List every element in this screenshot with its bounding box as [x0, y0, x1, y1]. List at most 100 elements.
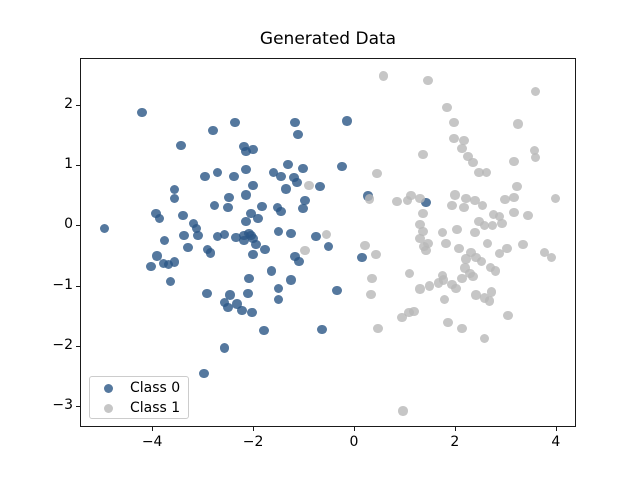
- scatter-point-class1: [438, 227, 448, 238]
- scatter-point-class1: [434, 278, 444, 288]
- scatter-point-class1: [512, 181, 522, 192]
- scatter-point-class0: [298, 203, 308, 214]
- scatter-point-class1: [547, 252, 557, 262]
- scatter-point-class1: [366, 289, 376, 300]
- scatter-point-class0: [274, 294, 284, 305]
- scatter-point-class1: [529, 145, 540, 156]
- scatter-point-class1: [398, 406, 408, 416]
- x-axis-tick: [353, 427, 355, 431]
- scatter-point-class1: [402, 195, 413, 205]
- scatter-point-class0: [300, 195, 310, 205]
- scatter-point-class0: [290, 118, 300, 128]
- scatter-point-class1: [457, 323, 467, 333]
- scatter-point-class1: [418, 149, 428, 160]
- scatter-point-class0: [246, 230, 256, 241]
- scatter-point-class1: [497, 218, 507, 229]
- y-axis-tick-label: −1: [52, 276, 73, 293]
- scatter-point-class0: [183, 243, 193, 253]
- scatter-point-class1: [418, 226, 428, 237]
- scatter-point-class0: [146, 261, 156, 272]
- y-axis-tick: [76, 285, 80, 287]
- scatter-point-class1: [418, 208, 428, 219]
- scatter-point-class1: [360, 240, 370, 250]
- scatter-point-class0: [154, 213, 164, 223]
- scatter-point-class0: [193, 230, 203, 241]
- scatter-point-class1: [449, 118, 459, 128]
- scatter-point-class1: [439, 275, 449, 285]
- scatter-point-class0: [315, 181, 325, 192]
- y-axis-tick-label: 2: [64, 96, 73, 113]
- scatter-point-class1: [503, 310, 513, 321]
- scatter-point-class1: [404, 268, 415, 279]
- scatter-point-class0: [253, 213, 263, 223]
- scatter-point-class0: [247, 307, 257, 318]
- scatter-point-class0: [200, 172, 210, 182]
- scatter-point-class1: [518, 240, 528, 250]
- y-axis-tick: [76, 105, 80, 107]
- scatter-point-class0: [219, 343, 229, 353]
- scatter-point-class0: [205, 248, 216, 258]
- scatter-point-class1: [443, 317, 453, 327]
- scatter-point-class1: [367, 273, 377, 284]
- scatter-point-class1: [423, 238, 433, 249]
- plot-area: −4 −2 0 2 4 −3 −2 −1 0 1 2 Class 0 Class 1: [52, 58, 576, 450]
- scatter-point-class1: [530, 86, 541, 97]
- scatter-point-class0: [283, 160, 293, 170]
- scatter-point-class1: [551, 193, 561, 204]
- scatter-point-class1: [424, 281, 435, 291]
- scatter-point-class1: [449, 133, 459, 144]
- scatter-point-class0: [179, 230, 189, 241]
- scatter-point-class1: [463, 151, 473, 162]
- scatter-point-class1: [447, 200, 457, 211]
- x-axis-tick: [253, 427, 255, 431]
- scatter-point-class1: [457, 143, 467, 154]
- scatter-point-class1: [468, 157, 478, 168]
- scatter-point-class1: [471, 290, 481, 300]
- scatter-point-class1: [364, 194, 375, 204]
- scatter-point-class1: [304, 181, 314, 191]
- legend-label-class1: Class 1: [130, 400, 181, 416]
- scatter-point-class1: [300, 246, 310, 256]
- scatter-point-class1: [454, 243, 464, 253]
- scatter-point-class0: [266, 266, 276, 276]
- scatter-point-class1: [509, 207, 519, 217]
- scatter-point-class0: [169, 193, 180, 204]
- legend-label-class0: Class 0: [130, 380, 181, 396]
- scatter-point-class1: [513, 119, 523, 129]
- x-axis-tick: [152, 427, 154, 431]
- scatter-point-class1: [423, 75, 433, 86]
- scatter-point-class1: [476, 256, 487, 267]
- scatter-point-class0: [239, 235, 249, 246]
- scatter-point-class0: [163, 259, 173, 270]
- scatter-point-class0: [259, 325, 269, 336]
- scatter-point-class1: [479, 220, 490, 231]
- scatter-point-class0: [169, 184, 180, 195]
- scatter-point-class1: [470, 195, 480, 205]
- class0-marker-icon: [104, 384, 114, 394]
- scatter-point-class0: [286, 228, 296, 238]
- scatter-point-class0: [229, 172, 239, 182]
- scatter-point-class0: [212, 167, 222, 178]
- scatter-point-class0: [294, 256, 304, 267]
- chart-title: Generated Data: [259, 29, 397, 49]
- class1-marker-icon: [104, 404, 114, 414]
- scatter-point-class0: [241, 164, 251, 175]
- y-axis-tick: [76, 345, 80, 347]
- scatter-point-class1: [438, 270, 448, 281]
- scatter-point-class1: [495, 211, 505, 222]
- scatter-point-class1: [540, 247, 550, 258]
- scatter-point-class0: [230, 118, 240, 128]
- scatter-point-class1: [321, 229, 331, 240]
- scatter-point-class1: [479, 333, 490, 344]
- scatter-point-class1: [470, 227, 480, 238]
- scatter-point-class1: [466, 247, 476, 258]
- scatter-point-class1: [415, 233, 425, 244]
- scatter-point-class0: [357, 252, 367, 262]
- scatter-point-class0: [286, 275, 296, 285]
- scatter-point-class0: [298, 163, 308, 174]
- scatter-point-class0: [292, 178, 302, 188]
- scatter-point-class0: [276, 172, 286, 182]
- scatter-point-class0: [290, 252, 300, 262]
- scatter-point-class0: [289, 172, 299, 183]
- scatter-point-class0: [137, 107, 147, 118]
